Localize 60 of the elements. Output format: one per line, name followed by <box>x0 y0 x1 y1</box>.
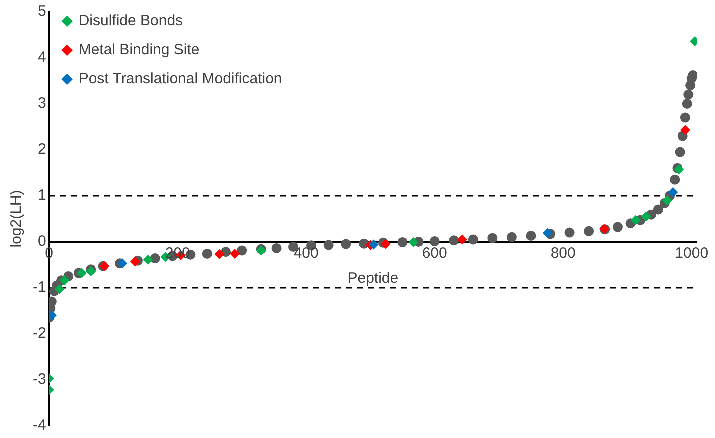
point <box>324 240 334 250</box>
point <box>684 90 694 100</box>
legend-label: Post Translational Modification <box>78 70 282 88</box>
y-tick-label: 0 <box>38 233 46 250</box>
point <box>272 243 282 254</box>
point <box>398 237 408 248</box>
point <box>680 125 690 136</box>
y-tick-label: 1 <box>38 187 46 204</box>
point <box>653 204 664 215</box>
point <box>662 196 672 206</box>
point <box>60 276 70 286</box>
x-tick-label: 400 <box>294 245 319 262</box>
point <box>584 226 594 236</box>
x-tick-label: 1000 <box>675 245 709 262</box>
y-axis-title: log2(LH) <box>8 190 26 248</box>
point <box>214 249 225 260</box>
point <box>630 215 641 226</box>
point <box>202 248 212 259</box>
legend-label: Metal Binding Site <box>78 42 200 59</box>
point <box>675 147 686 158</box>
y-tick-label: 2 <box>38 141 46 158</box>
y-tick-label: -3 <box>32 371 46 388</box>
point <box>368 240 379 250</box>
point <box>612 222 623 232</box>
point <box>688 70 697 80</box>
y-tick-label: -4 <box>32 417 46 434</box>
point <box>641 212 652 222</box>
point <box>668 187 678 198</box>
point <box>143 254 154 265</box>
point <box>457 234 468 245</box>
legend-label: Disulfide Bonds <box>78 12 184 30</box>
point <box>54 284 65 294</box>
point <box>130 256 140 267</box>
point <box>430 236 440 247</box>
y-tick-label: 3 <box>38 95 46 112</box>
y-tick-label: -1 <box>32 279 46 296</box>
point <box>237 246 248 256</box>
point <box>150 254 160 264</box>
point <box>670 174 680 185</box>
point <box>118 258 128 269</box>
y-tick-label: 4 <box>38 49 46 66</box>
x-tick-label: 800 <box>550 245 576 262</box>
point <box>381 239 392 250</box>
point <box>341 239 352 250</box>
point <box>449 236 460 246</box>
point <box>682 99 692 109</box>
point <box>526 231 536 242</box>
x-axis-title: Peptide <box>348 270 399 288</box>
point <box>230 248 240 259</box>
point <box>680 112 690 123</box>
point <box>564 228 575 238</box>
point <box>542 228 553 238</box>
point <box>468 234 478 245</box>
x-tick-label: 600 <box>422 245 448 262</box>
y-tick-label: -2 <box>32 325 46 342</box>
point <box>408 237 419 248</box>
y-tick-label: 5 <box>38 3 46 20</box>
point <box>77 268 88 278</box>
point <box>488 233 498 244</box>
point <box>506 232 517 242</box>
